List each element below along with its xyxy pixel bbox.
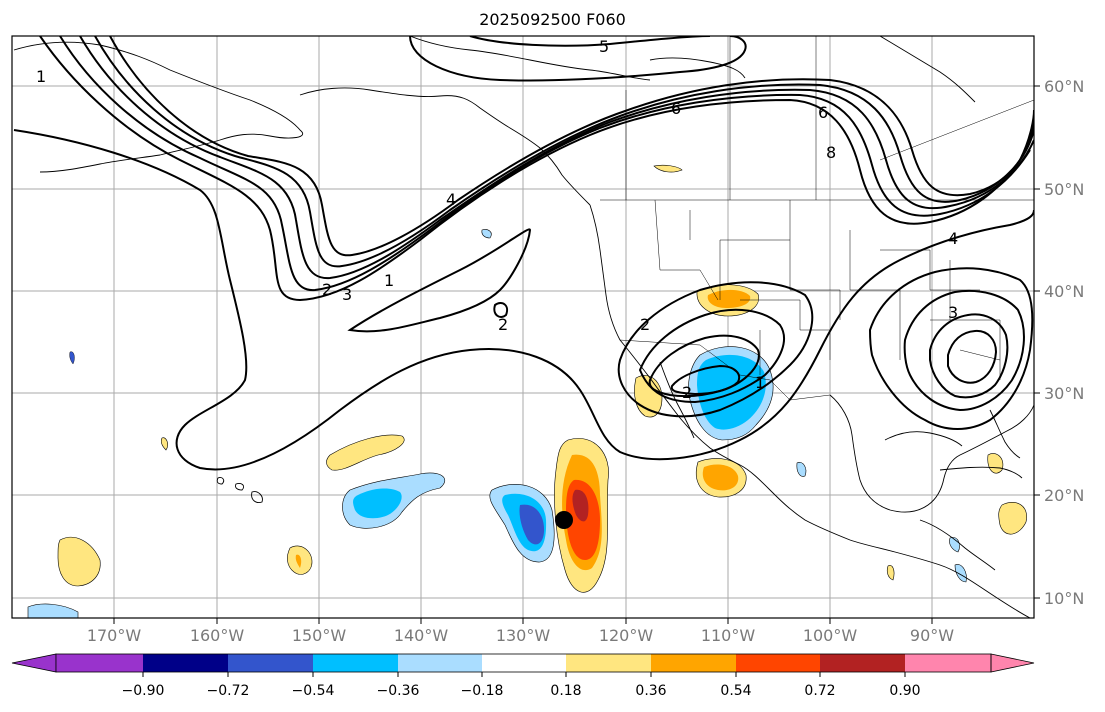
lat-ticks [1034,85,1040,599]
colorbar-bin [143,654,228,672]
colorbar-bin [651,654,736,672]
contour-label: 2 [682,383,692,402]
lat-label-10n: 10°N [1044,589,1085,608]
colorbar-tick-label: 0.90 [889,683,921,699]
colorbar-bin [820,654,905,672]
colorbar-tick-label: 0.18 [550,683,582,699]
lat-label-40n: 40°N [1044,282,1085,301]
shade-positive-canada [653,164,683,173]
shade-positive-hawaii [160,437,168,451]
storm-center-marker [555,511,573,529]
contour-label: 4 [948,229,958,248]
colorbar-tick-label: 0.72 [804,683,836,699]
contour-label: 1 [755,373,765,392]
lon-label-90w: 90°W [909,626,955,645]
lon-label-100w: 100°W [802,626,858,645]
shade-positive-tiny [886,565,895,581]
shade-positive-sw [57,536,101,587]
colorbar-tick-label: −0.36 [376,683,420,699]
contour-label-layer: 1 5 6 4 3 2 1 2 2 1 6 8 4 3 2 [36,37,958,402]
colorbar-bin [313,654,398,672]
lon-label-130w: 130°W [495,626,551,645]
contour-label: 4 [446,190,456,209]
shade-positive-pacific [326,434,405,471]
coastlines [13,36,1034,618]
shade-positive-small-core [295,554,302,568]
colorbar-tick-label: −0.18 [460,683,504,699]
lon-label-170w: 170°W [86,626,142,645]
lon-ticks [113,618,933,624]
colorbar-bin [905,654,991,672]
shade-negative-corner [27,603,79,618]
contour-label: 3 [948,303,958,322]
colorbar-extend-low [11,653,57,673]
shading-layer [27,164,1027,618]
colorbar-tick-label: −0.72 [206,683,250,699]
lat-label-60n: 60°N [1044,77,1085,96]
contour-label: 3 [342,285,352,304]
colorbar-tick-label: −0.54 [291,683,335,699]
lon-label-110w: 110°W [700,626,756,645]
contour-lines [13,36,1034,471]
contour-label: 1 [384,271,394,290]
contour-label: 8 [826,143,836,162]
shade-negative-pacific-core [353,488,402,519]
shade-positive-mexico-south-core [702,464,739,491]
map-title: 2025092500 F060 [479,10,626,29]
shade-negative-strong [519,504,545,545]
contour-label: 2 [322,280,332,299]
lon-label-150w: 150°W [291,626,347,645]
lat-label-50n: 50°N [1044,180,1085,199]
shade-positive-max [572,489,589,522]
contour-label: 5 [599,37,609,56]
lon-label-140w: 140°W [393,626,449,645]
colorbar-bin [566,654,651,672]
colorbar-frame [55,653,992,673]
shade-negative-dot [69,351,75,365]
colorbar-bin [398,654,482,672]
lon-label-120w: 120°W [598,626,654,645]
shade-positive-arizona-core [707,289,751,308]
lat-label-20n: 20°N [1044,486,1085,505]
colorbar-tick-label: 0.36 [635,683,667,699]
contour-label: 1 [36,67,46,86]
contour-label: 2 [498,315,508,334]
colorbar [11,653,1035,677]
contour-label: 2 [640,315,650,334]
colorbar-bin [56,654,143,672]
colorbar-extend-high [990,653,1035,673]
colorbar-bin [228,654,313,672]
lat-label-30n: 30°N [1044,384,1085,403]
contour-label: 6 [818,103,828,122]
lon-label-160w: 160°W [189,626,245,645]
shade-negative-small-gulf [796,462,807,477]
colorbar-tick-label: 0.54 [720,683,752,699]
shade-negative-tiny [481,229,492,239]
colorbar-bin [482,654,566,672]
colorbar-tick-label: −0.90 [121,683,165,699]
colorbar-bin [736,654,820,672]
contour-label: 6 [671,99,681,118]
graticule [12,36,1034,618]
shade-positive-caribbean [998,502,1027,535]
